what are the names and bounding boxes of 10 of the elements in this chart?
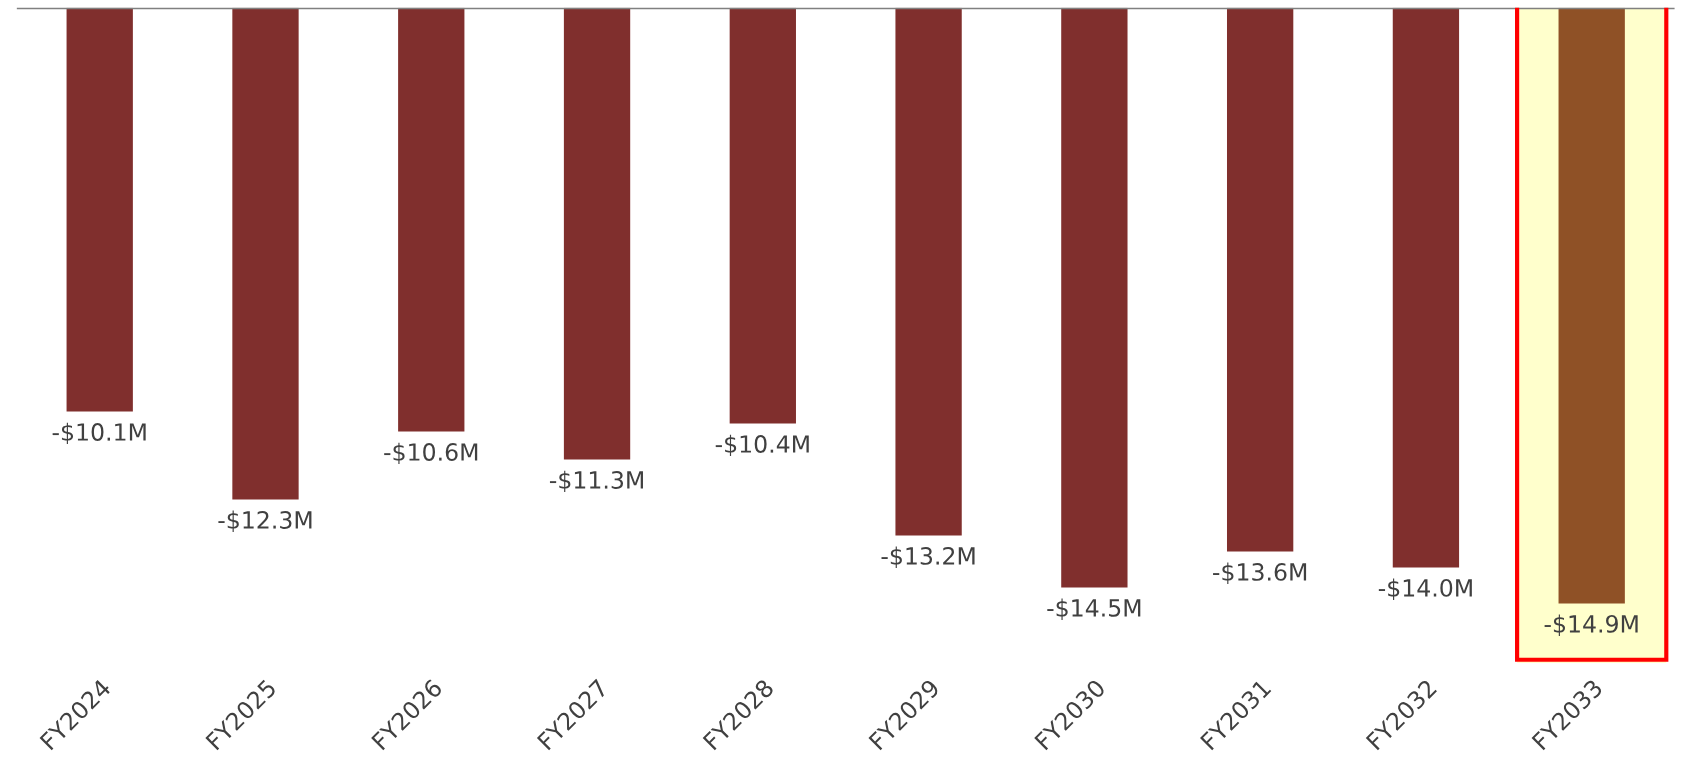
data-label: -$10.1M: [52, 422, 146, 445]
data-label: -$12.3M: [218, 510, 312, 533]
data-label: -$14.0M: [1378, 578, 1472, 600]
data-label: -$10.6M: [384, 442, 478, 465]
data-label: -$11.3M: [549, 470, 643, 493]
data-label: -$14.9M: [1544, 614, 1638, 636]
data-label: -$10.4M: [715, 434, 809, 457]
data-label: -$14.5M: [1047, 598, 1141, 620]
data-label: -$13.6M: [1213, 562, 1307, 584]
data-label: -$13.2M: [881, 546, 975, 568]
